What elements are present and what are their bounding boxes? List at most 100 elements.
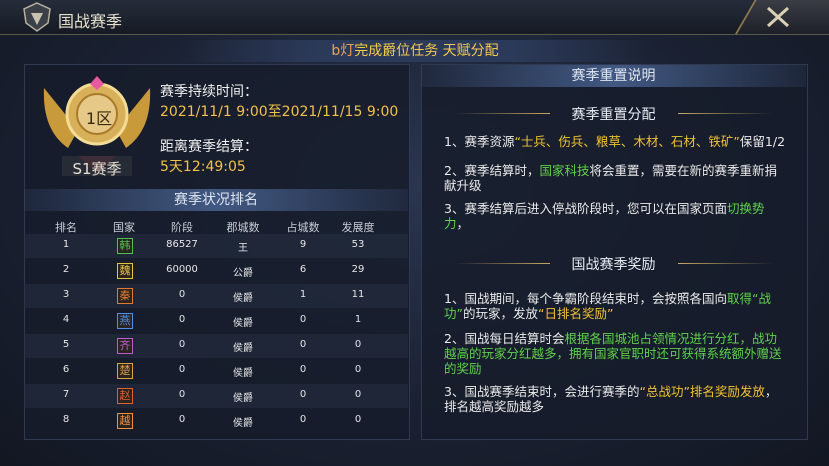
table-cell: 86527 bbox=[166, 239, 198, 250]
row-bg bbox=[24, 234, 408, 258]
close-button[interactable] bbox=[765, 5, 791, 29]
table-cell: 0 bbox=[178, 364, 186, 375]
section-deco bbox=[455, 263, 550, 264]
row-bg bbox=[24, 384, 408, 408]
nation: 魏 bbox=[117, 263, 133, 279]
item: 1、国战期间，每个争霸阶段结束时，会按照各国向取得“战功”的玩家，发放“日排名奖… bbox=[444, 291, 789, 321]
season-badge bbox=[43, 76, 151, 176]
item-text: ， bbox=[456, 216, 470, 231]
nation: 韩 bbox=[117, 238, 133, 254]
table-cell: 0 bbox=[178, 389, 186, 400]
table-cell: 0 bbox=[354, 389, 362, 400]
table-cell: 8 bbox=[62, 414, 70, 425]
table-cell: 0 bbox=[299, 314, 307, 325]
table-cell: 侯爵 bbox=[233, 393, 253, 404]
column-header: 国家 bbox=[113, 221, 135, 234]
section-title: 赛季重置分配 bbox=[571, 107, 656, 123]
page-title: 国战赛季 bbox=[58, 12, 123, 31]
table-cell: 0 bbox=[178, 289, 186, 300]
table-cell: 1 bbox=[299, 289, 307, 300]
item-text: 国家科技 bbox=[539, 163, 590, 178]
table-cell: 0 bbox=[299, 389, 307, 400]
table-cell: 0 bbox=[299, 414, 307, 425]
table-cell: 侯爵 bbox=[233, 318, 253, 329]
column-header: 发展度 bbox=[341, 221, 375, 234]
ranking-title: 赛季状况排名 bbox=[24, 189, 408, 211]
table-cell: 公爵 bbox=[233, 268, 253, 279]
section-title: 国战赛季奖励 bbox=[571, 257, 656, 273]
table-cell: 11 bbox=[351, 289, 365, 300]
table-cell: 侯爵 bbox=[233, 293, 253, 304]
nation: 越 bbox=[117, 413, 133, 429]
table-cell: 王 bbox=[238, 243, 248, 254]
item-text: 3、国战赛季结束时，会进行赛季的 bbox=[444, 384, 640, 399]
table-cell: 9 bbox=[299, 239, 307, 250]
item: 2、赛季结算时，国家科技将会重置，需要在新的赛季重新捐献升级 bbox=[444, 163, 789, 193]
emblem bbox=[23, 2, 51, 32]
item-text: “士兵、伤兵、粮草、木材、石材、铁矿” bbox=[514, 134, 740, 149]
section-deco bbox=[455, 113, 550, 114]
nation: 燕 bbox=[117, 313, 133, 329]
item-text: 的玩家，发放 bbox=[462, 306, 538, 321]
item-text: 1、赛季资源 bbox=[444, 134, 515, 149]
duration: 2021/11/1 9:00至2021/11/15 9:00 bbox=[160, 104, 399, 120]
table-cell: 29 bbox=[351, 264, 365, 275]
countdown-label: 距离赛季结算： bbox=[160, 139, 258, 155]
item-text: 将会重置，需要在新的赛季重新捐献升级 bbox=[444, 163, 777, 193]
nation: 秦 bbox=[117, 288, 133, 304]
table-cell: 0 bbox=[178, 339, 186, 350]
table-cell: 1 bbox=[62, 239, 70, 250]
table-cell: 0 bbox=[178, 414, 186, 425]
item: 3、国战赛季结束时，会进行赛季的“总战功”排名奖励发放，排名越高奖励越多 bbox=[444, 384, 789, 414]
top-bar bbox=[0, 0, 829, 35]
column-header: 占城数 bbox=[286, 221, 320, 234]
table-cell: 0 bbox=[354, 414, 362, 425]
item-text: 切换势力 bbox=[444, 201, 765, 231]
table-cell: 侯爵 bbox=[233, 418, 253, 429]
nation: 齐 bbox=[117, 338, 133, 354]
item-text: 取得“战功” bbox=[444, 291, 771, 321]
right-panel bbox=[421, 64, 808, 440]
banner-text: 完成爵位任务 天赋分配 bbox=[354, 43, 499, 59]
item-text: “日排名奖励” bbox=[538, 306, 614, 321]
nation: 楚 bbox=[117, 363, 133, 379]
row-bg bbox=[24, 334, 408, 358]
item-text: 2、国战每日结算时会 bbox=[444, 331, 565, 346]
table-cell: 0 bbox=[354, 339, 362, 350]
table-cell: 侯爵 bbox=[233, 368, 253, 379]
table-cell: 53 bbox=[351, 239, 365, 250]
table-cell: 7 bbox=[62, 389, 70, 400]
table-cell: 0 bbox=[354, 364, 362, 375]
season-name: S1赛季 bbox=[72, 160, 122, 178]
row-bg bbox=[24, 284, 408, 308]
banner: b灯完成爵位任务 天赋分配 bbox=[180, 40, 650, 62]
duration-label: 赛季持续时间： bbox=[160, 84, 258, 100]
table-cell: 0 bbox=[299, 339, 307, 350]
table-cell: 2 bbox=[62, 264, 70, 275]
nation: 赵 bbox=[117, 388, 133, 404]
item-text: 1、国战期间，每个争霸阶段结束时，会按照各国向 bbox=[444, 291, 727, 306]
banner-prefix: b灯 bbox=[331, 43, 355, 59]
item: 3、赛季结算后进入停战阶段时，您可以在国家页面切换势力， bbox=[444, 201, 789, 231]
item-text: 2、赛季结算时， bbox=[444, 163, 540, 178]
table-cell: 侯爵 bbox=[233, 343, 253, 354]
zone: 1区 bbox=[85, 109, 113, 128]
table-cell: 6 bbox=[62, 364, 70, 375]
item-text: 战功越高的玩家分红越多，拥有国家官职时还可获得系统额外赠送的奖励 bbox=[444, 331, 782, 376]
table-cell: 3 bbox=[62, 289, 70, 300]
table-cell: 5 bbox=[62, 339, 70, 350]
panel-title: 赛季重置说明 bbox=[421, 65, 806, 87]
table-cell: 1 bbox=[354, 314, 362, 325]
item-text: 3、赛季结算后进入停战阶段时，您可以在国家页面 bbox=[444, 201, 727, 216]
table-cell: 0 bbox=[299, 364, 307, 375]
column-header: 郡城数 bbox=[226, 221, 260, 234]
column-header: 阶段 bbox=[171, 221, 193, 234]
countdown: 5天12:49:05 bbox=[160, 159, 246, 175]
column-header: 排名 bbox=[55, 221, 77, 234]
table-cell: 6 bbox=[299, 264, 307, 275]
item-text: ，排名越高奖励越多 bbox=[444, 384, 778, 414]
table-cell: 60000 bbox=[166, 264, 198, 275]
item-text: 保留1/2 bbox=[739, 134, 786, 149]
item: 1、赛季资源“士兵、伤兵、粮草、木材、石材、铁矿”保留1/2 bbox=[444, 134, 789, 149]
